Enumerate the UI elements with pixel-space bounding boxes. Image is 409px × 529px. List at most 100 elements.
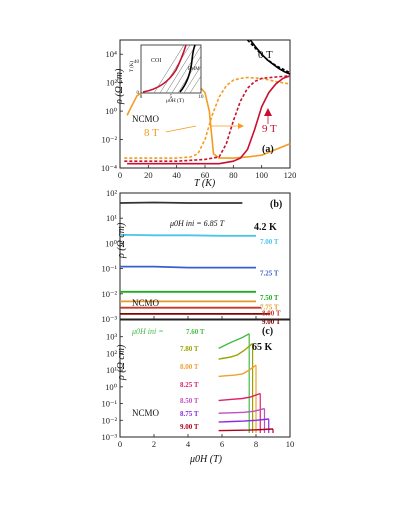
b-ytick-label: 10⁻³ bbox=[101, 314, 117, 324]
c-series-7.80T bbox=[218, 342, 254, 360]
c-series-8.25T bbox=[218, 392, 261, 402]
panel-a-series bbox=[124, 39, 291, 165]
inset-boundary-black bbox=[179, 44, 196, 93]
c-series-label: 7.60 T bbox=[186, 328, 205, 336]
b-series-6.85T bbox=[119, 201, 243, 204]
c-series-label: 7.80 T bbox=[180, 345, 199, 353]
arrow-8T-head bbox=[238, 123, 244, 129]
panel-a-xlabel: T (K) bbox=[194, 178, 216, 189]
a-series-9T-solid bbox=[127, 75, 291, 165]
panel-a-ylabel: ρ (Ω cm) bbox=[114, 68, 125, 105]
c-xtick-label: 2 bbox=[152, 439, 156, 449]
a-ytick-label: 10² bbox=[106, 78, 118, 88]
panel-b-ticks: 10⁻³ 10⁻² 10⁻¹ 10⁰ 10¹ 10² bbox=[101, 188, 291, 324]
b-series-7.25T bbox=[120, 265, 256, 269]
b-series-label: 7.00 T bbox=[260, 238, 279, 246]
panel-c-field-prefix: μ0H ini = bbox=[131, 327, 164, 336]
c-series-label: 8.25 T bbox=[180, 381, 199, 389]
panel-c-xlabel: μ0H (T) bbox=[189, 454, 223, 465]
panel-b: 10⁻³ 10⁻² 10⁻¹ 10⁰ 10¹ 10² 7.00 T 7.25 T 7.50 T… bbox=[101, 188, 291, 326]
inset-region-fmm: FMM bbox=[188, 67, 200, 72]
c-ytick-label: 10⁻² bbox=[101, 415, 117, 425]
inset-ylabel: T (K) bbox=[130, 61, 135, 72]
a-series-9T-dashed bbox=[124, 75, 291, 162]
panel-b-series-labels: 7.00 T 7.25 T 7.50 T7.75 T8.00 T9.00 T bbox=[260, 238, 281, 326]
c-series-label: 8.00 T bbox=[180, 363, 199, 371]
c-ytick-label: 10⁻¹ bbox=[101, 399, 117, 409]
label-8T: 8 T bbox=[144, 127, 159, 139]
sample-label-a: NCMO bbox=[132, 114, 160, 124]
a-ytick-label: 10⁴ bbox=[106, 49, 118, 59]
c-ytick-label: 10⁰ bbox=[105, 382, 118, 392]
sample-label-c: NCMO bbox=[132, 408, 160, 418]
inset-boundary-red bbox=[142, 44, 187, 93]
inset-ytick-40: 40 bbox=[134, 60, 140, 65]
c-series-label: 9.00 T bbox=[180, 423, 199, 431]
panel-a-label: (a) bbox=[262, 144, 274, 155]
c-ytick-label: 10³ bbox=[106, 332, 118, 342]
c-series-8.50T bbox=[218, 407, 265, 414]
panel-b-temperature: 4.2 K bbox=[254, 222, 277, 233]
a-xtick-label: 40 bbox=[172, 170, 181, 180]
arrow-8T-a bbox=[165, 125, 197, 133]
a-ytick-label: 10⁻⁴ bbox=[101, 163, 117, 173]
c-series-label: 8.50 T bbox=[180, 397, 199, 405]
inset-region-coi: COI bbox=[151, 58, 161, 64]
c-xtick-label: 8 bbox=[254, 439, 258, 449]
a-xtick-label: 20 bbox=[144, 170, 153, 180]
c-series-7.60T bbox=[218, 333, 250, 350]
b-ytick-label: 10⁻¹ bbox=[101, 264, 117, 274]
c-series-label: 8.75 T bbox=[180, 410, 199, 418]
label-0T: 0 T bbox=[258, 49, 273, 61]
c-xtick-label: 10 bbox=[286, 439, 295, 449]
panel-c-ylabel: ρ (Ω cm) bbox=[116, 344, 127, 381]
c-series-8.75T bbox=[218, 418, 269, 423]
b-series-label: 8.00 T bbox=[262, 310, 281, 318]
panel-a-inset: COI FMM μ0H (T) T (K) 0 5 10 0 40 bbox=[130, 44, 205, 104]
c-ytick-label: 10⁻³ bbox=[101, 432, 117, 442]
c-ytick-label: 10¹ bbox=[106, 365, 118, 375]
inset-xlabel: μ0H (T) bbox=[166, 97, 184, 104]
panel-c-series-labels: 7.60 T 7.80 T 8.00 T 8.25 T 8.50 T 8.75 T 9.00… bbox=[180, 328, 205, 431]
arrow-9T-head bbox=[264, 108, 272, 116]
panel-c-frame bbox=[119, 319, 291, 438]
a-xtick-label: 120 bbox=[284, 170, 297, 180]
inset-xtick-10: 10 bbox=[199, 95, 205, 100]
inset-ytick-0: 0 bbox=[137, 91, 140, 96]
panel-c-series bbox=[218, 333, 274, 433]
inset-xtick-0: 0 bbox=[140, 95, 143, 100]
inset-xtick-5: 5 bbox=[170, 95, 173, 100]
a-ytick-label: 10⁻² bbox=[101, 135, 117, 145]
b-series-7.00T bbox=[119, 233, 256, 237]
c-series-8.00T bbox=[218, 364, 257, 378]
b-ytick-label: 10¹ bbox=[106, 213, 118, 223]
a-series-8T-dashed bbox=[124, 76, 291, 159]
panel-c-temperature: 65 K bbox=[252, 342, 273, 353]
b-series-label: 9.00 T bbox=[262, 318, 281, 326]
b-series-label: 7.25 T bbox=[260, 270, 279, 278]
panel-b-field-label: μ0H ini = 6.85 T bbox=[169, 219, 225, 228]
c-ytick-label: 10² bbox=[106, 348, 118, 358]
panel-c-ticks: 0 2 4 6 8 10 10⁻³ 10⁻² 10⁻¹ 10⁰ 10¹ 10² 10³ bbox=[101, 332, 294, 449]
panel-b-label: (b) bbox=[270, 199, 282, 210]
c-xtick-label: 6 bbox=[220, 439, 224, 449]
a-xtick-label: 80 bbox=[229, 170, 238, 180]
c-series-9.00T bbox=[218, 428, 274, 432]
label-9T: 9 T bbox=[262, 123, 277, 135]
a-xtick-label: 0 bbox=[118, 170, 122, 180]
a-ytick-label: 10⁰ bbox=[105, 106, 118, 116]
sample-label-b: NCMO bbox=[132, 298, 160, 308]
a-xtick-label: 60 bbox=[201, 170, 210, 180]
panel-c-label: (c) bbox=[262, 326, 273, 337]
a-xtick-label: 100 bbox=[255, 170, 268, 180]
c-xtick-label: 4 bbox=[186, 439, 191, 449]
c-xtick-label: 0 bbox=[118, 439, 122, 449]
b-ytick-label: 10⁻² bbox=[101, 289, 117, 299]
panel-b-series bbox=[119, 201, 270, 315]
b-ytick-label: 10² bbox=[106, 188, 118, 198]
b-series-label: 7.75 T bbox=[260, 303, 279, 311]
